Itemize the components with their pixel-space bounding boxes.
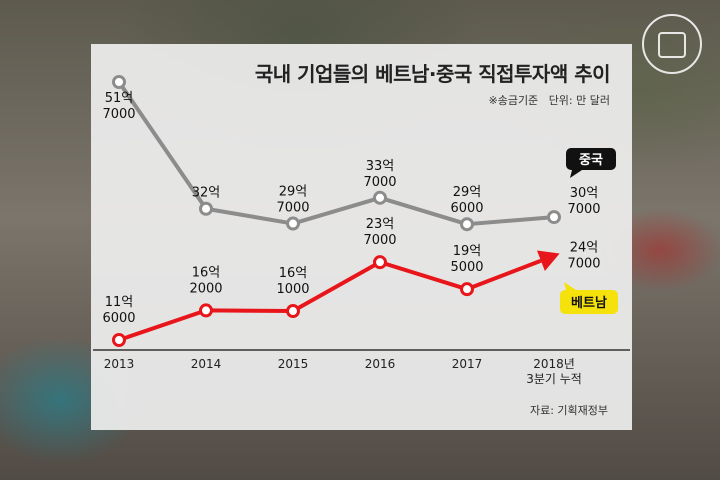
data-label: 16억 2000 bbox=[189, 265, 222, 296]
legend-tag-pointer bbox=[564, 282, 576, 290]
data-label: 11억 6000 bbox=[102, 295, 135, 326]
x-tick-label: 2015 bbox=[278, 357, 309, 371]
series-line-vietnam bbox=[118, 258, 542, 342]
data-label: 23억 7000 bbox=[363, 217, 396, 248]
data-point bbox=[286, 216, 300, 231]
x-tick-label: 2016 bbox=[365, 357, 396, 371]
legend-label: 중국 bbox=[579, 153, 603, 168]
data-point bbox=[112, 333, 126, 347]
legend-tag-bg bbox=[566, 148, 616, 170]
data-point bbox=[199, 303, 213, 318]
chart-panel bbox=[91, 44, 632, 430]
data-label: 16억 1000 bbox=[276, 266, 309, 297]
data-label: 24억 7000 bbox=[567, 241, 600, 272]
basis-note: ※송금기준 bbox=[488, 94, 539, 107]
data-point bbox=[286, 304, 300, 319]
data-label: 32억 bbox=[192, 186, 221, 201]
vietnam-arrowhead bbox=[536, 250, 560, 272]
chart-title: 국내 기업들의 베트남·중국 직접투자액 추이 bbox=[254, 62, 611, 86]
series-line-china bbox=[117, 80, 555, 227]
data-label: 30억 7000 bbox=[567, 186, 600, 217]
data-point bbox=[547, 210, 561, 225]
data-label: 29억 7000 bbox=[276, 185, 309, 216]
chart-subtitle: ※송금기준 단위: 만 달러 bbox=[488, 92, 610, 108]
data-point bbox=[373, 255, 387, 270]
data-point bbox=[373, 190, 387, 205]
data-point bbox=[112, 75, 126, 89]
x-tick-label: 2018년 3분기 누적 bbox=[526, 357, 582, 386]
unit-note: 단위: 만 달러 bbox=[548, 94, 610, 107]
x-tick-label: 2013 bbox=[104, 357, 135, 371]
legend-tag-bg bbox=[560, 290, 618, 314]
data-point bbox=[460, 282, 474, 297]
data-label: 29억 6000 bbox=[450, 185, 483, 216]
x-tick-label: 2014 bbox=[191, 357, 222, 371]
legend-label: 베트남 bbox=[571, 295, 607, 311]
watermark-logo bbox=[642, 14, 702, 74]
data-label: 51억 7000 bbox=[102, 91, 135, 122]
data-label: 33억 7000 bbox=[363, 159, 396, 190]
data-label: 19억 5000 bbox=[450, 244, 483, 275]
source-note: 자료: 기획재정부 bbox=[529, 404, 608, 417]
legend-tag-pointer bbox=[570, 170, 582, 178]
data-point bbox=[460, 217, 474, 232]
data-point bbox=[199, 201, 213, 216]
x-tick-label: 2017 bbox=[452, 357, 483, 371]
